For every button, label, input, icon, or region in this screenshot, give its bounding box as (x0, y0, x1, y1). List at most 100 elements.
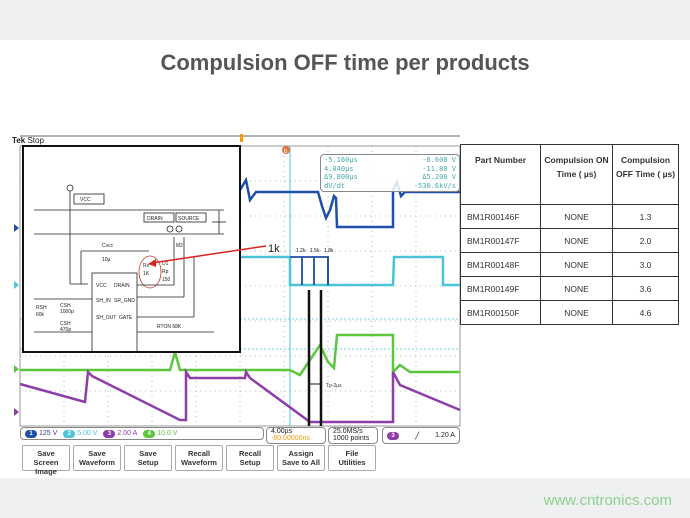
cursor-b-marker[interactable] (282, 146, 290, 154)
dvdt-label: dV/dt (324, 181, 346, 190)
trigger-channel-badge: 3 (387, 431, 399, 440)
csh2-value: 470p (60, 327, 71, 333)
on-time: NONE (540, 252, 613, 277)
ch1-scale[interactable]: 1 125 V (25, 429, 58, 438)
resistor-variation-steps (301, 257, 329, 285)
off-time: 3.0 (612, 252, 679, 277)
part-number: BM1R00148F (460, 252, 541, 277)
button-line-1: Assign (288, 449, 314, 458)
table-row: BM1R00146F NONE 1.3 (460, 204, 679, 229)
button-line-1: Recall (187, 449, 211, 458)
ch4-scale-value: 10.0 V (157, 429, 178, 437)
top-band (0, 0, 690, 40)
sample-rate: 25.0MS/s (333, 428, 363, 435)
channel-scales[interactable]: 1 125 V 2 5.00 V 3 2.00 A 4 10.0 V (20, 427, 264, 440)
csh1-value: 1000p (60, 309, 74, 315)
button-line-2: Screen Image (33, 458, 59, 476)
bottom-band (0, 478, 690, 518)
trigger-readout[interactable]: 3 ╱ 1.20 A (382, 427, 460, 444)
rs-value: 1K (143, 271, 150, 277)
cvcc-label: Cvcc (102, 243, 114, 249)
ch2-scale[interactable]: 2 5.00 V (63, 429, 98, 438)
run-state: Stop (27, 136, 44, 145)
vcc-label: VCC (80, 197, 91, 203)
trigger-position-marker[interactable] (240, 134, 243, 142)
ch2-marker[interactable] (14, 281, 19, 289)
channel-markers (14, 224, 19, 416)
ch3-scale-value: 2.00 A (117, 429, 138, 437)
cursor-a-time: -5.160µs (324, 156, 358, 164)
header-off-time: Compulsion OFF Time ( µs) (612, 144, 679, 205)
menu-button-1[interactable]: Save Screen Image (22, 445, 70, 476)
button-line-1: Save (88, 449, 106, 458)
off-time: 1.3 (612, 204, 679, 229)
part-number: BM1R00150F (460, 300, 541, 325)
rton-label: RTON 68K (157, 324, 182, 330)
ch3-trace (19, 367, 461, 424)
button-line-1: Save (37, 449, 55, 458)
pin-sh-out: SH_OUT (96, 315, 116, 321)
off-time: 2.0 (612, 228, 679, 253)
timebase-readout[interactable]: 4.00µs -80.00000ns (266, 427, 326, 444)
m2-label: M2 (176, 243, 183, 249)
record-length: 1000 points (333, 435, 370, 442)
rsh-value: 60k (36, 312, 45, 318)
table-row: BM1R00147F NONE 2.0 (460, 228, 679, 253)
rp-value: 150 (162, 277, 171, 283)
menu-button-5[interactable]: Recall Setup (226, 445, 274, 471)
rp-label: Rp (162, 269, 169, 275)
menu-button-7[interactable]: File Utilities (328, 445, 376, 471)
menu-button-4[interactable]: Recall Waveform (175, 445, 223, 471)
ch2-trace (240, 255, 460, 287)
pin-gate: GATE (119, 315, 133, 321)
ch4-badge: 4 (143, 429, 156, 438)
on-time: NONE (540, 204, 613, 229)
header-on-time: Compulsion ON Time ( µs) (540, 144, 613, 205)
table-header: Part Number Compulsion ON Time ( µs) Com… (460, 144, 679, 205)
ch1-marker[interactable] (14, 224, 19, 232)
cursor-a-value: -6.600 V (422, 156, 456, 164)
d1-label: D1 (162, 261, 169, 267)
csh1-label: CSH (60, 303, 71, 309)
on-time: NONE (540, 228, 613, 253)
button-line-1: Save (139, 449, 157, 458)
delta-time: Δ9.800µs (324, 173, 358, 181)
ch2-badge: 2 (63, 429, 76, 438)
acquisition-readout[interactable]: 25.0MS/s 1000 points (328, 427, 378, 444)
cursor-b-label: b (284, 149, 288, 155)
on-time: NONE (540, 276, 613, 301)
cursor-b-time: 4.040µs (324, 164, 354, 173)
ch4-marker[interactable] (14, 365, 19, 373)
ch4-scale[interactable]: 4 10.0 V (143, 429, 178, 438)
button-line-2: Waveform (79, 458, 115, 467)
menu-button-3[interactable]: Save Setup (124, 445, 172, 471)
pin-vcc: VCC (96, 283, 107, 289)
part-number: BM1R00149F (460, 276, 541, 301)
dvdt-value: -530.6kV/s (413, 181, 456, 190)
product-table: Part Number Compulsion ON Time ( µs) Com… (460, 144, 679, 325)
csh2-label: CSH (60, 321, 71, 327)
ch3-marker[interactable] (14, 408, 19, 416)
rs-label: Rs (143, 263, 150, 269)
ch3-scale[interactable]: 3 2.00 A (103, 429, 138, 438)
button-line-2: Utilities (338, 458, 366, 467)
rising-edge-icon: ╱ (414, 432, 420, 440)
tek-label: Tek (12, 136, 26, 145)
r-label-1-2k: 1.2k (296, 248, 306, 254)
scope-status: Tek Stop (12, 136, 44, 145)
circuit-schematic: VCC DRAIN SOURCE Cvcc 10µ Rs 1K D1 Rp 15… (22, 145, 241, 354)
menu-button-6[interactable]: Assign Save to All (277, 445, 325, 471)
slide-title: Compulsion OFF time per products (160, 50, 530, 75)
table-row: BM1R00149F NONE 3.6 (460, 276, 679, 301)
cvcc-value: 10µ (102, 257, 111, 263)
ch3-badge: 3 (103, 429, 116, 438)
button-line-2: Setup (137, 458, 159, 467)
trigger-position-value: -80.00000ns (271, 435, 310, 442)
ch2-scale-value: 5.00 V (77, 429, 98, 437)
part-number: BM1R00147F (460, 228, 541, 253)
menu-button-2[interactable]: Save Waveform (73, 445, 121, 471)
button-line-1: Recall (238, 449, 262, 458)
button-line-2: Save to All (281, 458, 321, 467)
source-label: SOURCE (178, 216, 200, 222)
ch1-scale-value: 125 V (38, 429, 58, 437)
